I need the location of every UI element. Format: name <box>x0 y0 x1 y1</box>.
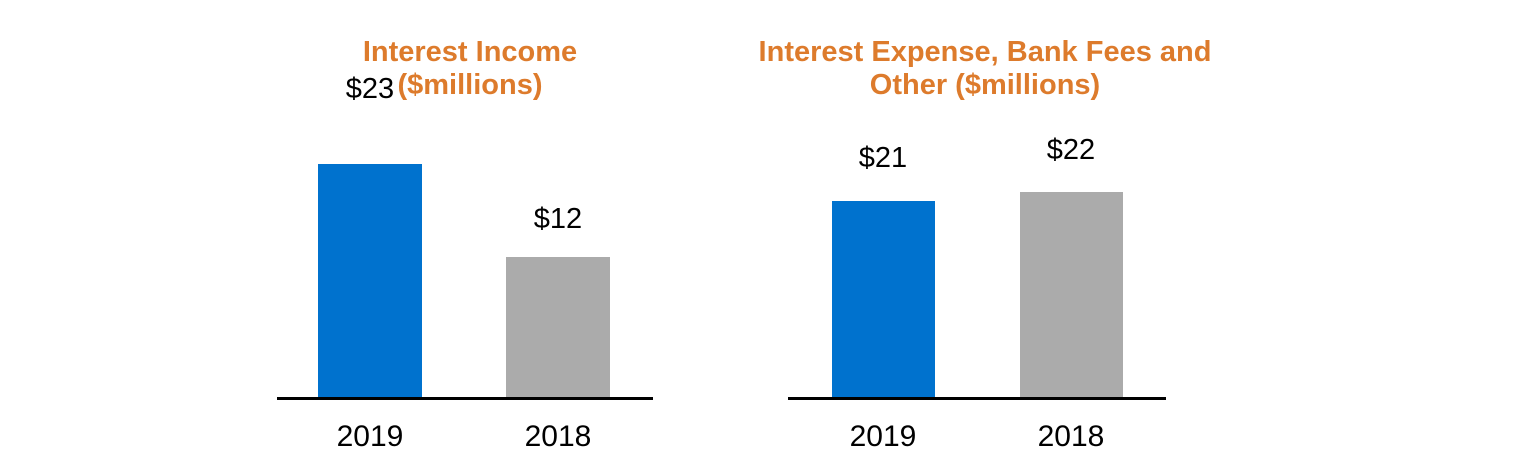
x-tick-label-2019: 2019 <box>336 420 404 453</box>
chart-title-line: Interest Income <box>362 36 578 68</box>
chart-title-interest-income: Interest Income ($millions) <box>268 36 672 102</box>
value-label-2018: $12 <box>533 203 583 235</box>
bar-2018 <box>506 257 610 397</box>
chart-title-line: ($millions) <box>397 69 543 101</box>
chart-title-interest-expense: Interest Expense, Bank Fees and Other ($… <box>745 36 1225 102</box>
x-tick-label-2018: 2018 <box>1037 420 1105 453</box>
x-tick-label-2019: 2019 <box>849 420 917 453</box>
value-label-2019: $21 <box>858 142 908 174</box>
bar-2018 <box>1020 192 1123 397</box>
x-tick-label-2018: 2018 <box>524 420 592 453</box>
x-axis-line <box>788 397 1166 400</box>
chart-title-line: Other ($millions) <box>869 69 1101 101</box>
value-label-2019: $23 <box>345 73 395 105</box>
value-label-2018: $22 <box>1046 134 1096 166</box>
x-axis-line <box>277 397 653 400</box>
bar-2019 <box>318 164 422 397</box>
chart-title-line: Interest Expense, Bank Fees and <box>758 36 1212 68</box>
bar-2019 <box>832 201 935 397</box>
